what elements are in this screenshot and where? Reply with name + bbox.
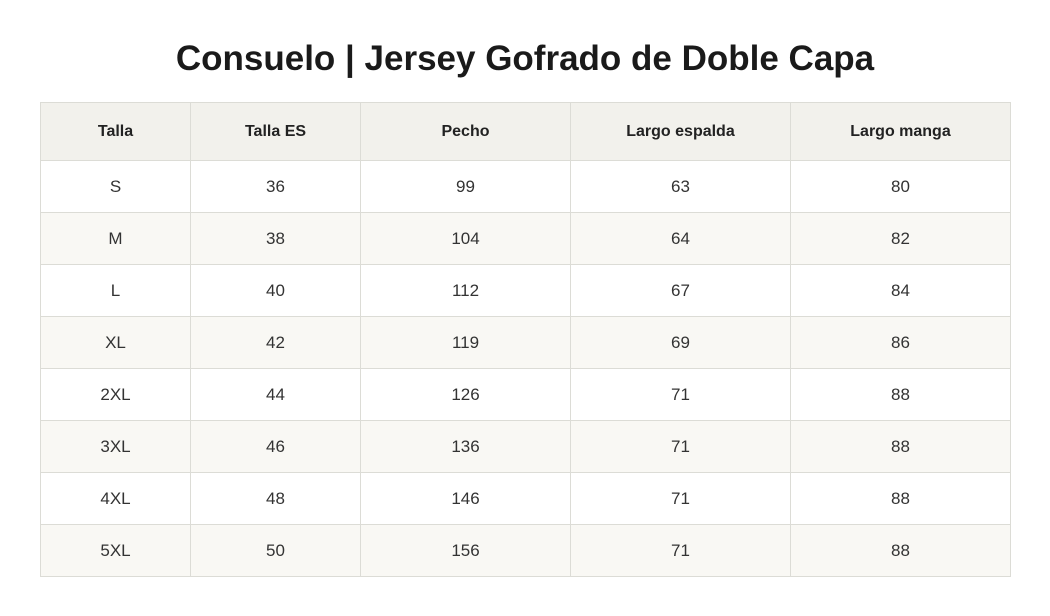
table-row: L 40 112 67 84 [40, 264, 1011, 317]
cell-talla: 5XL [40, 524, 191, 577]
cell-talla: 2XL [40, 368, 191, 421]
column-header-talla: Talla [40, 102, 191, 161]
cell-largo-espalda: 67 [570, 264, 791, 317]
page-title: Consuelo | Jersey Gofrado de Doble Capa [175, 39, 875, 78]
column-header-largo-manga: Largo manga [790, 102, 1011, 161]
table-row: 4XL 48 146 71 88 [40, 472, 1011, 525]
cell-talla-es: 50 [190, 524, 361, 577]
cell-talla-es: 42 [190, 316, 361, 369]
cell-largo-espalda: 71 [570, 524, 791, 577]
cell-talla-es: 40 [190, 264, 361, 317]
cell-pecho: 99 [360, 160, 571, 213]
cell-largo-espalda: 71 [570, 472, 791, 525]
cell-largo-manga: 86 [790, 316, 1011, 369]
table-row: 3XL 46 136 71 88 [40, 420, 1011, 473]
cell-talla: XL [40, 316, 191, 369]
cell-largo-manga: 88 [790, 368, 1011, 421]
cell-pecho: 104 [360, 212, 571, 265]
column-header-pecho: Pecho [360, 102, 571, 161]
cell-largo-espalda: 63 [570, 160, 791, 213]
cell-talla-es: 48 [190, 472, 361, 525]
cell-pecho: 136 [360, 420, 571, 473]
cell-talla-es: 44 [190, 368, 361, 421]
cell-largo-manga: 88 [790, 420, 1011, 473]
cell-largo-espalda: 69 [570, 316, 791, 369]
cell-largo-manga: 88 [790, 472, 1011, 525]
cell-pecho: 126 [360, 368, 571, 421]
cell-largo-espalda: 71 [570, 420, 791, 473]
cell-pecho: 146 [360, 472, 571, 525]
cell-largo-manga: 88 [790, 524, 1011, 577]
table-row: 2XL 44 126 71 88 [40, 368, 1011, 421]
cell-talla-es: 38 [190, 212, 361, 265]
table-row: M 38 104 64 82 [40, 212, 1011, 265]
cell-talla-es: 36 [190, 160, 361, 213]
cell-largo-espalda: 64 [570, 212, 791, 265]
cell-talla: M [40, 212, 191, 265]
column-header-largo-espalda: Largo espalda [570, 102, 791, 161]
cell-pecho: 112 [360, 264, 571, 317]
table-header-row: Talla Talla ES Pecho Largo espalda Largo… [40, 102, 1011, 161]
cell-largo-manga: 80 [790, 160, 1011, 213]
table-row: XL 42 119 69 86 [40, 316, 1011, 369]
cell-talla: 4XL [40, 472, 191, 525]
cell-talla-es: 46 [190, 420, 361, 473]
cell-talla: S [40, 160, 191, 213]
cell-largo-manga: 84 [790, 264, 1011, 317]
cell-largo-manga: 82 [790, 212, 1011, 265]
table-row: S 36 99 63 80 [40, 160, 1011, 213]
cell-pecho: 119 [360, 316, 571, 369]
column-header-talla-es: Talla ES [190, 102, 361, 161]
cell-talla: 3XL [40, 420, 191, 473]
cell-talla: L [40, 264, 191, 317]
cell-largo-espalda: 71 [570, 368, 791, 421]
table-row: 5XL 50 156 71 88 [40, 524, 1011, 577]
cell-pecho: 156 [360, 524, 571, 577]
size-chart-table: Talla Talla ES Pecho Largo espalda Largo… [40, 102, 1011, 577]
